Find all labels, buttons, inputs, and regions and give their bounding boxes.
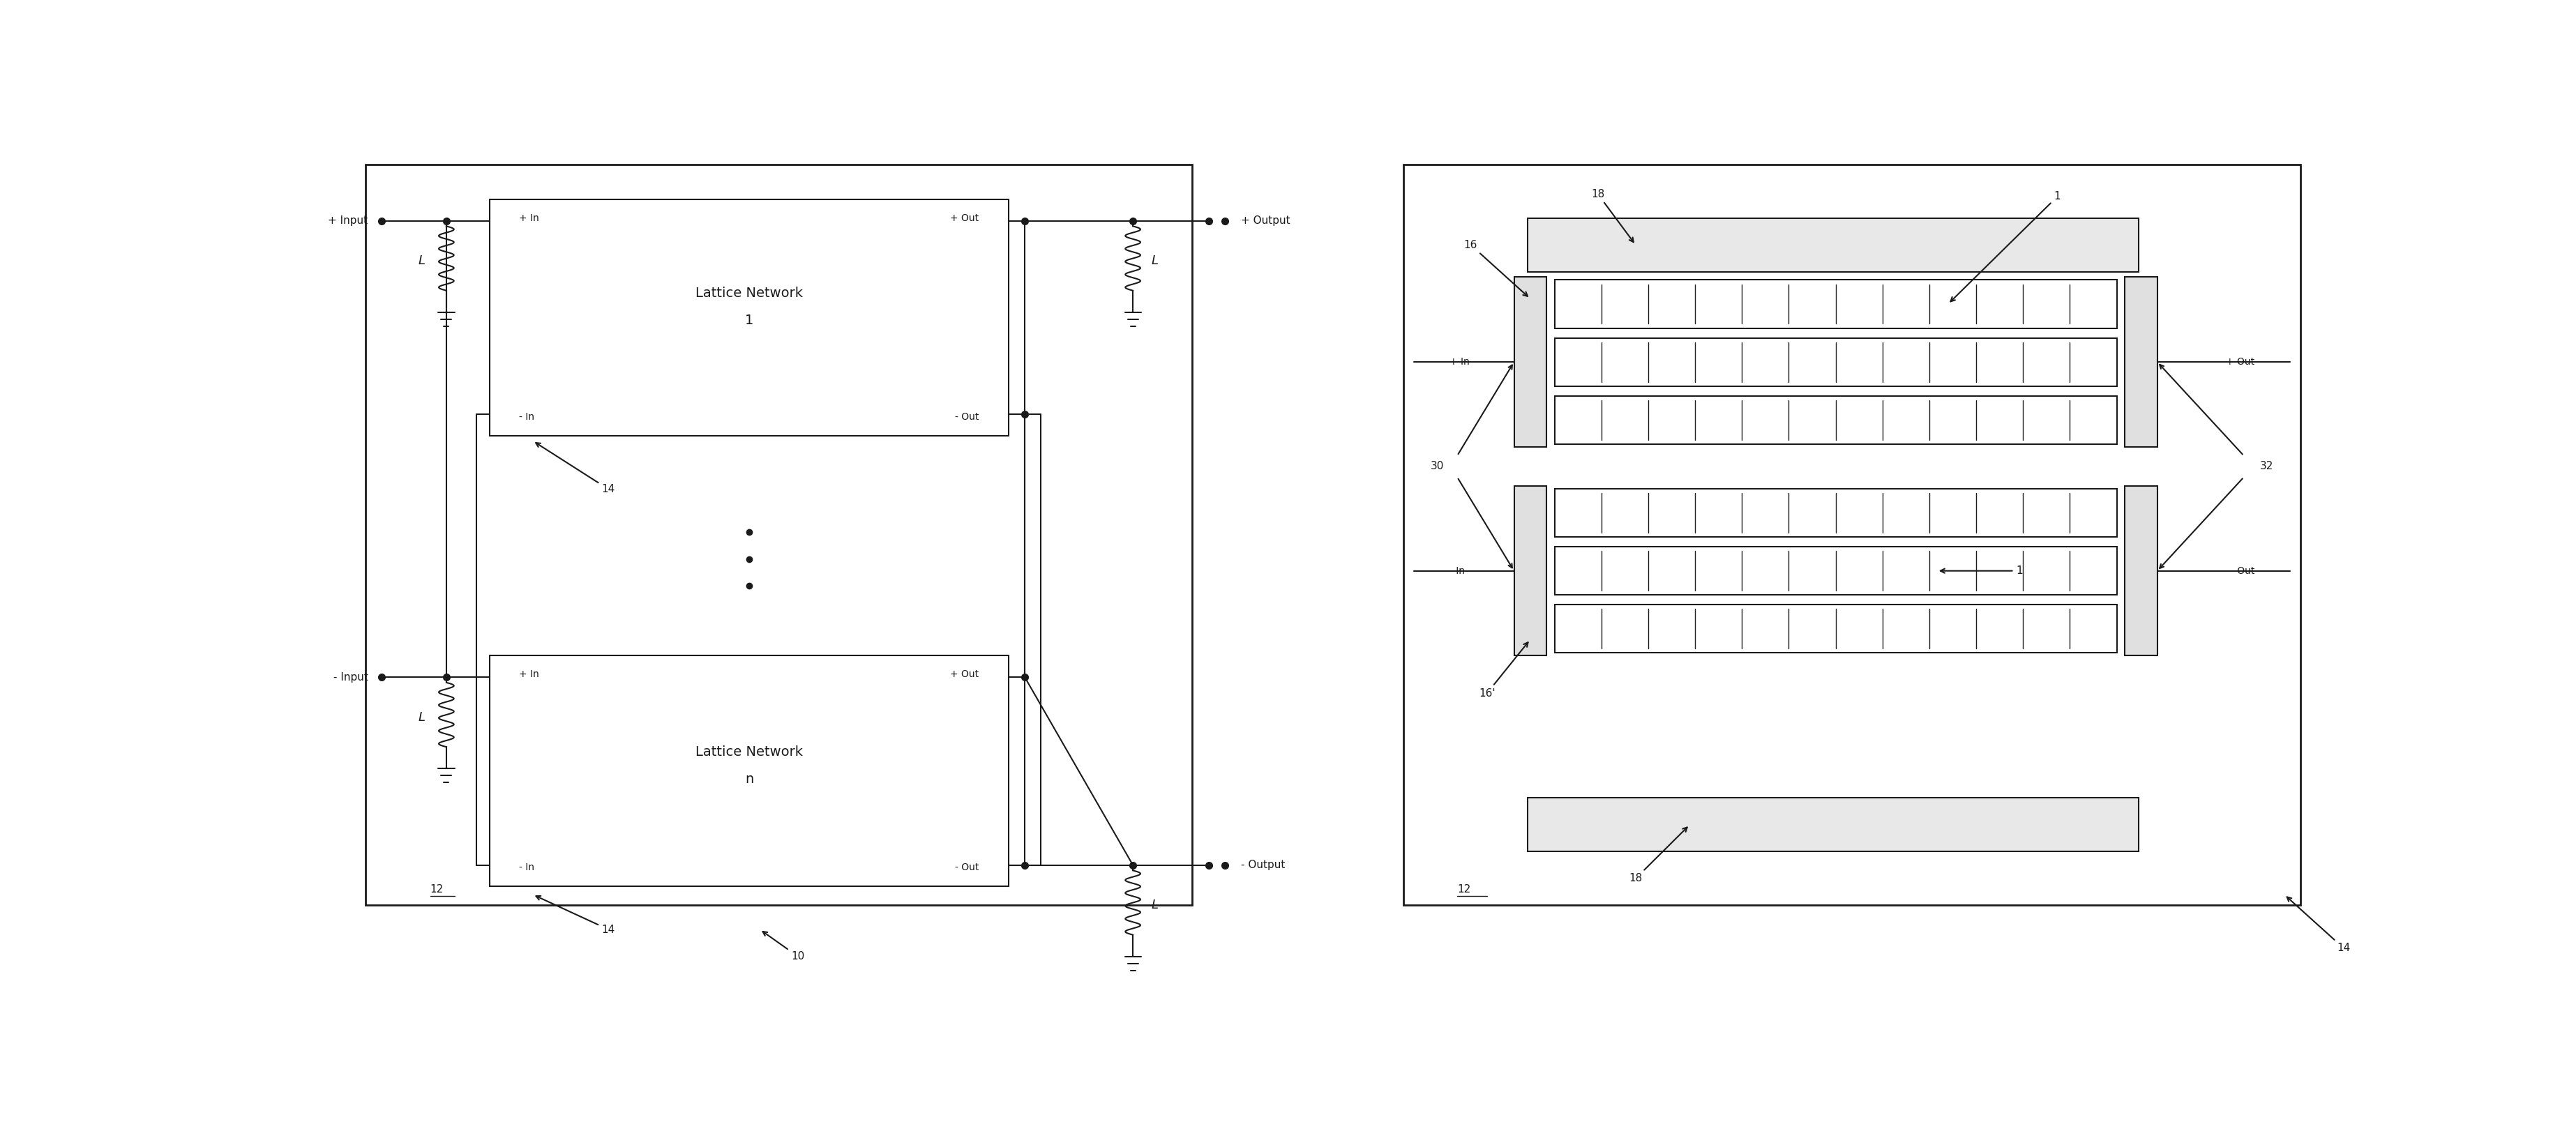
- Text: 10: 10: [762, 932, 804, 961]
- Text: + Input: + Input: [327, 216, 368, 226]
- Text: - Out: - Out: [956, 411, 979, 422]
- Text: 14: 14: [536, 896, 616, 935]
- Bar: [1553, 338, 2117, 387]
- Text: 12: 12: [430, 883, 443, 895]
- Text: 14: 14: [2287, 897, 2349, 953]
- Text: - Out: - Out: [956, 863, 979, 872]
- Text: - In: - In: [520, 411, 536, 422]
- Text: 16': 16': [1479, 642, 1528, 698]
- Bar: [489, 655, 1010, 887]
- Bar: [489, 199, 1010, 435]
- Bar: [1528, 218, 2138, 272]
- Text: 1: 1: [1950, 191, 2061, 301]
- Text: - Out: - Out: [2231, 566, 2254, 575]
- Text: 14: 14: [536, 443, 616, 495]
- Text: L: L: [1151, 899, 1159, 912]
- Bar: [1553, 280, 2117, 328]
- Bar: [1515, 278, 1546, 447]
- Text: - In: - In: [1450, 566, 1466, 575]
- Text: 32: 32: [2259, 461, 2275, 472]
- Bar: [2125, 278, 2156, 447]
- Text: - Input: - Input: [332, 672, 368, 682]
- Text: Lattice Network: Lattice Network: [696, 287, 804, 300]
- Text: - Output: - Output: [1242, 860, 1285, 870]
- Text: + In: + In: [1450, 357, 1468, 366]
- Text: Lattice Network: Lattice Network: [696, 745, 804, 759]
- Bar: [1515, 486, 1546, 655]
- Bar: [366, 164, 1193, 905]
- Text: L: L: [1151, 255, 1159, 268]
- Text: L: L: [417, 711, 425, 724]
- Text: + Output: + Output: [1242, 216, 1291, 226]
- Text: 12: 12: [1458, 883, 1471, 895]
- Text: + Out: + Out: [951, 214, 979, 223]
- Bar: [1553, 489, 2117, 537]
- Text: 16: 16: [1463, 239, 1528, 297]
- Bar: [2125, 486, 2156, 655]
- Bar: [1553, 546, 2117, 595]
- Text: + In: + In: [520, 214, 538, 223]
- Text: - In: - In: [520, 863, 536, 872]
- Text: + Out: + Out: [2226, 357, 2254, 366]
- Text: 18: 18: [1592, 189, 1633, 242]
- Text: 18: 18: [1628, 827, 1687, 883]
- Text: 1: 1: [744, 314, 752, 327]
- Bar: [1404, 164, 2300, 905]
- Text: n: n: [744, 772, 752, 786]
- Text: + Out: + Out: [951, 670, 979, 679]
- Text: 30: 30: [1430, 461, 1443, 472]
- Text: L: L: [417, 255, 425, 268]
- Text: 1: 1: [1940, 565, 2022, 577]
- Bar: [1553, 605, 2117, 653]
- Bar: [1528, 798, 2138, 852]
- Bar: [1553, 396, 2117, 444]
- Text: + In: + In: [520, 670, 538, 679]
